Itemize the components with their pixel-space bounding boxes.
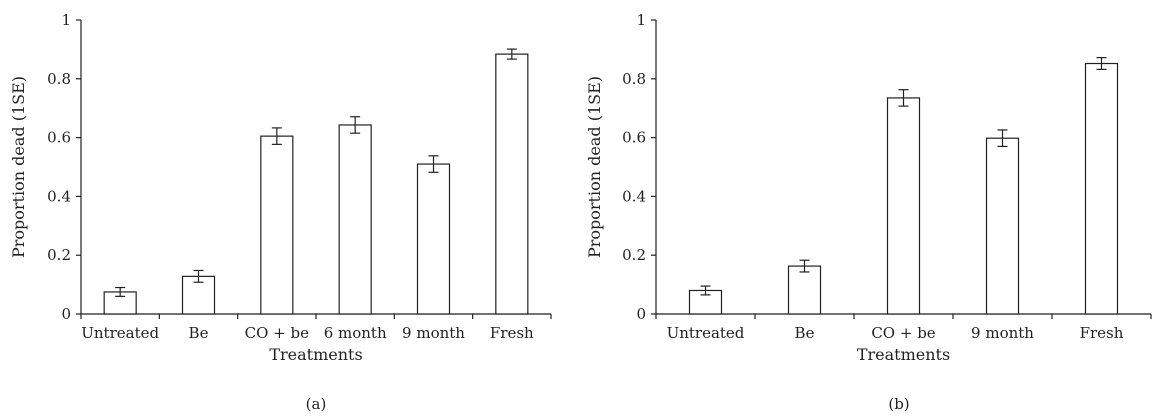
bar bbox=[1084, 62, 1119, 315]
x-tick-label: 6 month bbox=[324, 324, 387, 342]
error-bar bbox=[350, 116, 361, 134]
x-tick-label: Fresh bbox=[1080, 324, 1124, 342]
y-tick-label: 0.2 bbox=[47, 246, 71, 264]
bar bbox=[416, 163, 451, 315]
bar bbox=[985, 137, 1020, 315]
x-tick-label: Be bbox=[189, 324, 209, 342]
error-bar bbox=[898, 89, 909, 107]
bar bbox=[886, 97, 921, 315]
y-tick-label: 0.6 bbox=[47, 129, 71, 147]
panel-label: (a) bbox=[306, 395, 327, 413]
chart-panel-b: 0 0.2 0.4 0.6 0.8 1 Untreated Be CO + be 9 month F… bbox=[585, 11, 1152, 413]
y-tick-label: 1 bbox=[636, 11, 646, 29]
y-tick-label: 0.4 bbox=[47, 187, 71, 205]
y-axis-title: Proportion dead (1SE) bbox=[9, 76, 28, 258]
x-tick-label: 9 month bbox=[402, 324, 465, 342]
x-tick-label: Be bbox=[795, 324, 815, 342]
y-tick-label: 0 bbox=[636, 305, 646, 323]
error-bar bbox=[997, 129, 1008, 148]
error-bar bbox=[271, 127, 282, 145]
bar bbox=[787, 265, 822, 315]
bar bbox=[495, 53, 529, 315]
error-bar bbox=[799, 259, 810, 273]
chart-panel-a: 0 0.2 0.4 0.6 0.8 1 Untreated Be CO + be 6 month 9… bbox=[9, 11, 552, 413]
error-bar bbox=[428, 155, 439, 173]
error-bar bbox=[193, 269, 204, 283]
x-axis-title: Treatments bbox=[857, 345, 950, 364]
x-tick-label: 9 month bbox=[971, 324, 1034, 342]
error-bar bbox=[115, 286, 126, 297]
x-tick-label: CO + be bbox=[871, 324, 935, 342]
x-tick-label: CO + be bbox=[245, 324, 309, 342]
bar bbox=[260, 135, 294, 315]
bar bbox=[338, 124, 372, 315]
x-tick-label: Untreated bbox=[667, 324, 745, 342]
y-tick-label: 0 bbox=[61, 305, 71, 323]
y-tick-label: 0.6 bbox=[622, 129, 646, 147]
x-tick-label: Fresh bbox=[490, 324, 534, 342]
error-bar bbox=[506, 48, 517, 60]
y-tick-label: 0.8 bbox=[622, 70, 646, 88]
error-bar bbox=[700, 285, 711, 296]
x-axis-title: Treatments bbox=[269, 345, 362, 364]
y-tick-label: 0.4 bbox=[622, 187, 646, 205]
error-bar bbox=[1096, 57, 1107, 70]
y-tick-label: 0.8 bbox=[47, 70, 71, 88]
y-axis-title: Proportion dead (1SE) bbox=[585, 76, 604, 258]
x-tick-label: Untreated bbox=[81, 324, 159, 342]
y-tick-label: 0.2 bbox=[622, 246, 646, 264]
panel-label: (b) bbox=[888, 395, 909, 413]
y-tick-label: 1 bbox=[61, 11, 71, 29]
